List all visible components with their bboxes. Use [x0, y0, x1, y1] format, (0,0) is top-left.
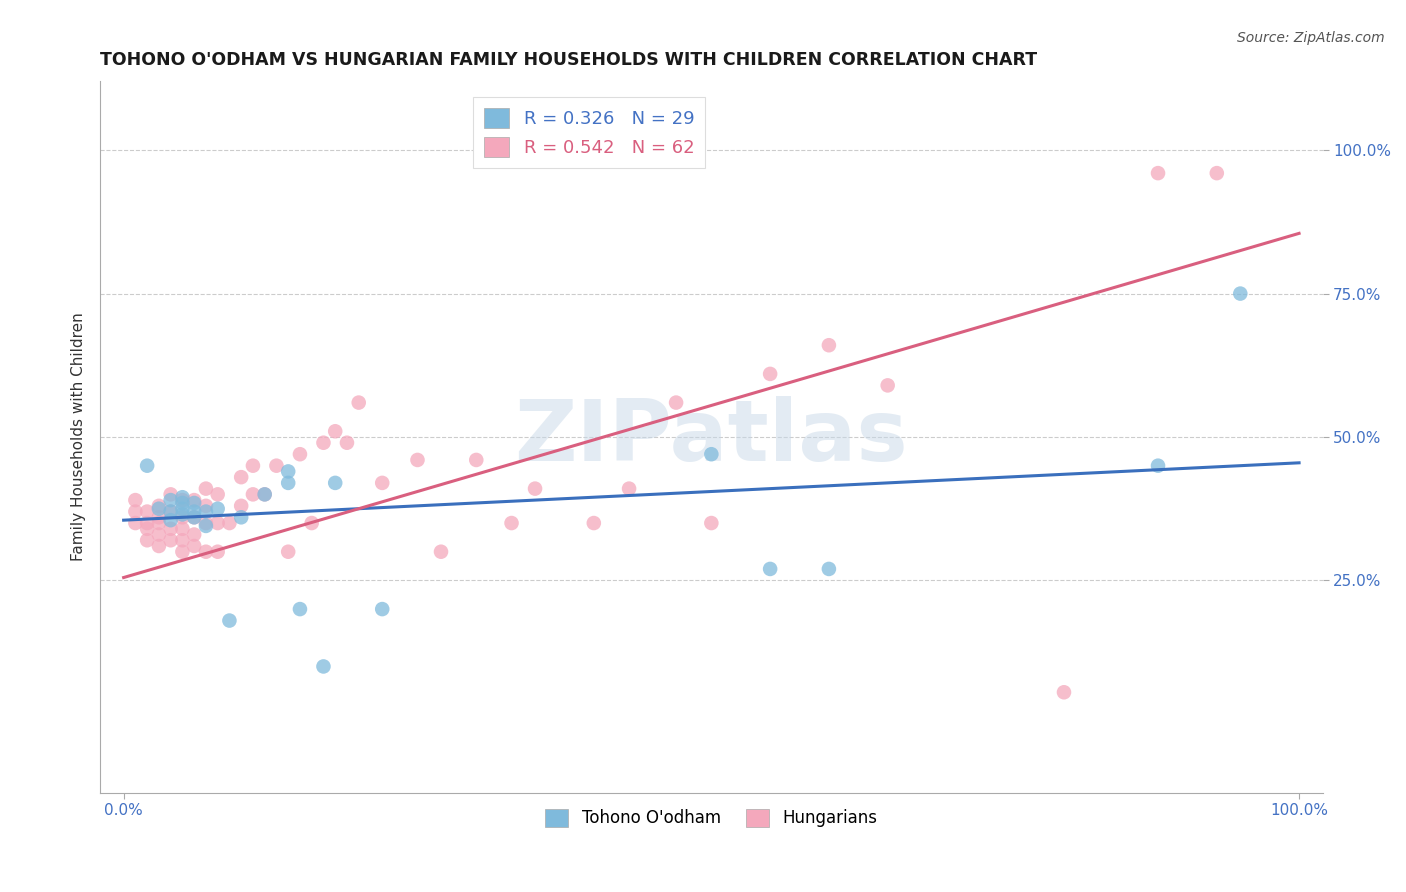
Text: ZIPatlas: ZIPatlas: [515, 395, 908, 478]
Point: [218, 614, 240, 628]
Point: [207, 501, 229, 516]
Point: [148, 516, 170, 530]
Point: [159, 505, 181, 519]
Point: [159, 493, 181, 508]
Point: [266, 458, 288, 473]
Point: [148, 499, 170, 513]
Point: [159, 505, 181, 519]
Point: [582, 516, 605, 530]
Point: [231, 499, 253, 513]
Point: [1229, 286, 1251, 301]
Text: Source: ZipAtlas.com: Source: ZipAtlas.com: [1237, 31, 1385, 45]
Point: [194, 545, 217, 559]
Point: [347, 395, 370, 409]
Point: [700, 516, 723, 530]
Point: [759, 367, 782, 381]
Point: [876, 378, 898, 392]
Point: [323, 424, 346, 438]
Point: [172, 508, 194, 522]
Point: [617, 482, 640, 496]
Point: [136, 522, 159, 536]
Point: [194, 516, 217, 530]
Point: [207, 545, 229, 559]
Point: [183, 505, 205, 519]
Point: [124, 493, 146, 508]
Point: [1147, 166, 1170, 180]
Point: [323, 475, 346, 490]
Point: [207, 516, 229, 530]
Point: [183, 527, 205, 541]
Point: [665, 395, 688, 409]
Point: [194, 499, 217, 513]
Point: [1147, 458, 1170, 473]
Point: [124, 505, 146, 519]
Point: [1205, 166, 1227, 180]
Point: [288, 602, 311, 616]
Point: [172, 490, 194, 504]
Text: TOHONO O'ODHAM VS HUNGARIAN FAMILY HOUSEHOLDS WITH CHILDREN CORRELATION CHART: TOHONO O'ODHAM VS HUNGARIAN FAMILY HOUSE…: [100, 51, 1038, 69]
Point: [501, 516, 523, 530]
Point: [371, 602, 394, 616]
Point: [277, 464, 299, 478]
Point: [183, 510, 205, 524]
Point: [312, 435, 335, 450]
Point: [194, 482, 217, 496]
Point: [172, 493, 194, 508]
Point: [700, 447, 723, 461]
Point: [148, 527, 170, 541]
Point: [312, 659, 335, 673]
Point: [231, 470, 253, 484]
Point: [148, 501, 170, 516]
Point: [172, 510, 194, 524]
Point: [406, 453, 429, 467]
Y-axis label: Family Households with Children: Family Households with Children: [72, 312, 86, 561]
Point: [231, 510, 253, 524]
Point: [1053, 685, 1076, 699]
Point: [136, 516, 159, 530]
Point: [159, 513, 181, 527]
Point: [148, 510, 170, 524]
Point: [336, 435, 359, 450]
Point: [818, 562, 841, 576]
Point: [136, 458, 159, 473]
Point: [194, 505, 217, 519]
Point: [159, 487, 181, 501]
Point: [183, 539, 205, 553]
Point: [159, 522, 181, 536]
Point: [183, 496, 205, 510]
Point: [301, 516, 323, 530]
Point: [277, 545, 299, 559]
Point: [148, 539, 170, 553]
Point: [136, 505, 159, 519]
Point: [524, 482, 547, 496]
Point: [172, 501, 194, 516]
Point: [759, 562, 782, 576]
Point: [465, 453, 488, 467]
Point: [253, 487, 276, 501]
Point: [430, 545, 453, 559]
Point: [172, 533, 194, 548]
Point: [172, 545, 194, 559]
Point: [242, 458, 264, 473]
Point: [172, 522, 194, 536]
Legend: Tohono O'odham, Hungarians: Tohono O'odham, Hungarians: [538, 802, 884, 834]
Point: [242, 487, 264, 501]
Point: [136, 533, 159, 548]
Point: [183, 510, 205, 524]
Point: [818, 338, 841, 352]
Point: [183, 493, 205, 508]
Point: [172, 496, 194, 510]
Point: [194, 519, 217, 533]
Point: [277, 475, 299, 490]
Point: [371, 475, 394, 490]
Point: [288, 447, 311, 461]
Point: [124, 516, 146, 530]
Point: [253, 487, 276, 501]
Point: [218, 516, 240, 530]
Point: [159, 533, 181, 548]
Point: [207, 487, 229, 501]
